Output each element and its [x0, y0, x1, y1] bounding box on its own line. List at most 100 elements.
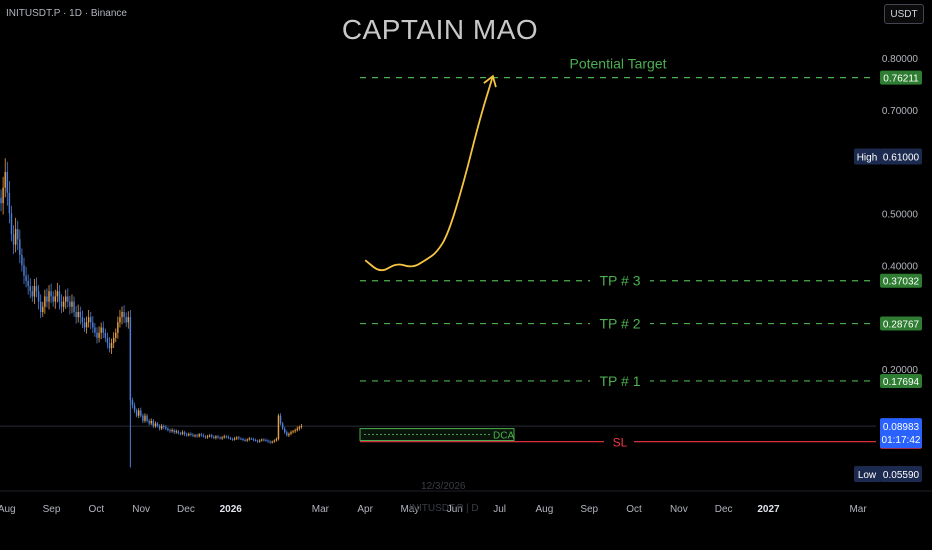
candle-body	[244, 440, 246, 442]
candle-body	[202, 435, 205, 437]
x-tick-label: 2026	[220, 504, 243, 515]
candle-body	[258, 440, 261, 442]
candle-body	[148, 420, 150, 424]
candle-body	[167, 428, 169, 431]
candle-body	[188, 433, 190, 436]
sl-label-bg	[604, 434, 634, 449]
tp-label-bg	[590, 371, 650, 390]
high-badge-bg	[880, 148, 922, 165]
low-tag-bg	[854, 466, 881, 482]
candle-body	[2, 187, 4, 204]
candle-body	[152, 420, 155, 427]
candle-body	[179, 433, 182, 435]
candle-body	[44, 296, 46, 307]
candle-body	[221, 437, 223, 439]
candle-body	[58, 291, 61, 302]
tp-label: TP # 2	[600, 316, 641, 332]
candle-body	[298, 427, 301, 429]
candle-body	[98, 332, 100, 338]
candle-body	[238, 437, 240, 439]
candle-body	[225, 436, 228, 438]
candle-body	[173, 430, 175, 433]
x-tick-label: May	[401, 504, 420, 515]
candle-body	[200, 434, 203, 436]
candle-body	[252, 438, 255, 441]
candle-body	[96, 332, 98, 338]
currency-button[interactable]: USDT	[884, 4, 924, 24]
candle-body	[206, 436, 209, 438]
candle-body	[104, 332, 107, 338]
candle-body	[140, 410, 142, 416]
candle-body	[71, 301, 73, 307]
candle-body	[277, 415, 280, 439]
candle-body	[142, 415, 144, 421]
high-tag-bg	[854, 148, 881, 165]
price-badge: 0.28767	[883, 320, 920, 331]
price-badge: 0.17694	[883, 377, 920, 388]
candle-body	[4, 172, 6, 188]
candle-body	[125, 317, 127, 323]
candle-body	[275, 438, 278, 441]
candle-body	[233, 438, 236, 440]
candle-body	[294, 430, 296, 432]
candle-body	[210, 435, 213, 437]
watermark-symbol: INITUSDT.P | D	[409, 503, 479, 514]
candle-body	[248, 438, 250, 440]
candle-body	[150, 420, 152, 424]
low-badge-bg	[880, 466, 922, 482]
candle-body	[56, 291, 59, 297]
watermark-date: 12/3/2026	[421, 481, 466, 492]
x-tick-label: Mar	[312, 504, 330, 515]
candle-body	[177, 431, 180, 434]
candle-body	[146, 415, 148, 421]
candle-body	[0, 197, 2, 204]
candle-body	[92, 322, 94, 328]
candle-body	[261, 439, 263, 441]
current-price-badge: 0.08983	[883, 422, 920, 433]
price-badge-bg	[880, 373, 922, 388]
candle-body	[133, 405, 136, 411]
candle-body	[240, 438, 242, 440]
candle-body	[46, 296, 48, 302]
candle-body	[62, 301, 65, 307]
high-badge: 0.61000	[883, 152, 920, 163]
y-tick-label: 0.20000	[882, 365, 919, 376]
x-tick-label: Apr	[357, 504, 373, 515]
candle-body	[175, 431, 177, 433]
y-tick-label: 0.50000	[882, 210, 919, 221]
candle-body	[267, 440, 269, 442]
candle-body	[290, 432, 292, 434]
candle-body	[25, 275, 27, 281]
x-tick-label: Dec	[715, 504, 733, 515]
candle-body	[60, 301, 63, 307]
candle-body	[169, 430, 171, 432]
candle-body	[217, 436, 219, 438]
price-badge: 0.76211	[883, 74, 919, 85]
candle-body	[156, 423, 159, 427]
candle-body	[67, 296, 69, 302]
candle-body	[300, 426, 303, 428]
candle-body	[223, 436, 225, 438]
candle-body	[231, 438, 234, 440]
candle-body	[102, 327, 104, 333]
candle-body	[29, 286, 31, 292]
candle-body	[110, 343, 113, 349]
x-tick-label: Nov	[132, 504, 150, 515]
x-tick-label: Aug	[536, 504, 554, 515]
candle-body	[181, 432, 184, 434]
potential-target-label: Potential Target	[569, 56, 666, 72]
candle-body	[90, 317, 92, 323]
x-tick-label: Mar	[849, 504, 867, 515]
current-price-badge-bg	[880, 418, 922, 449]
price-badge-bg	[880, 273, 922, 288]
candle-body	[154, 423, 157, 427]
projection-arrowhead	[483, 74, 497, 88]
x-tick-label: Oct	[89, 504, 105, 515]
tp-label: TP # 1	[600, 373, 641, 389]
candle-body	[265, 440, 267, 442]
candle-body	[296, 428, 298, 431]
candle-body	[165, 427, 167, 429]
price-badge: 0.37032	[883, 277, 920, 288]
candle-body	[12, 234, 15, 245]
